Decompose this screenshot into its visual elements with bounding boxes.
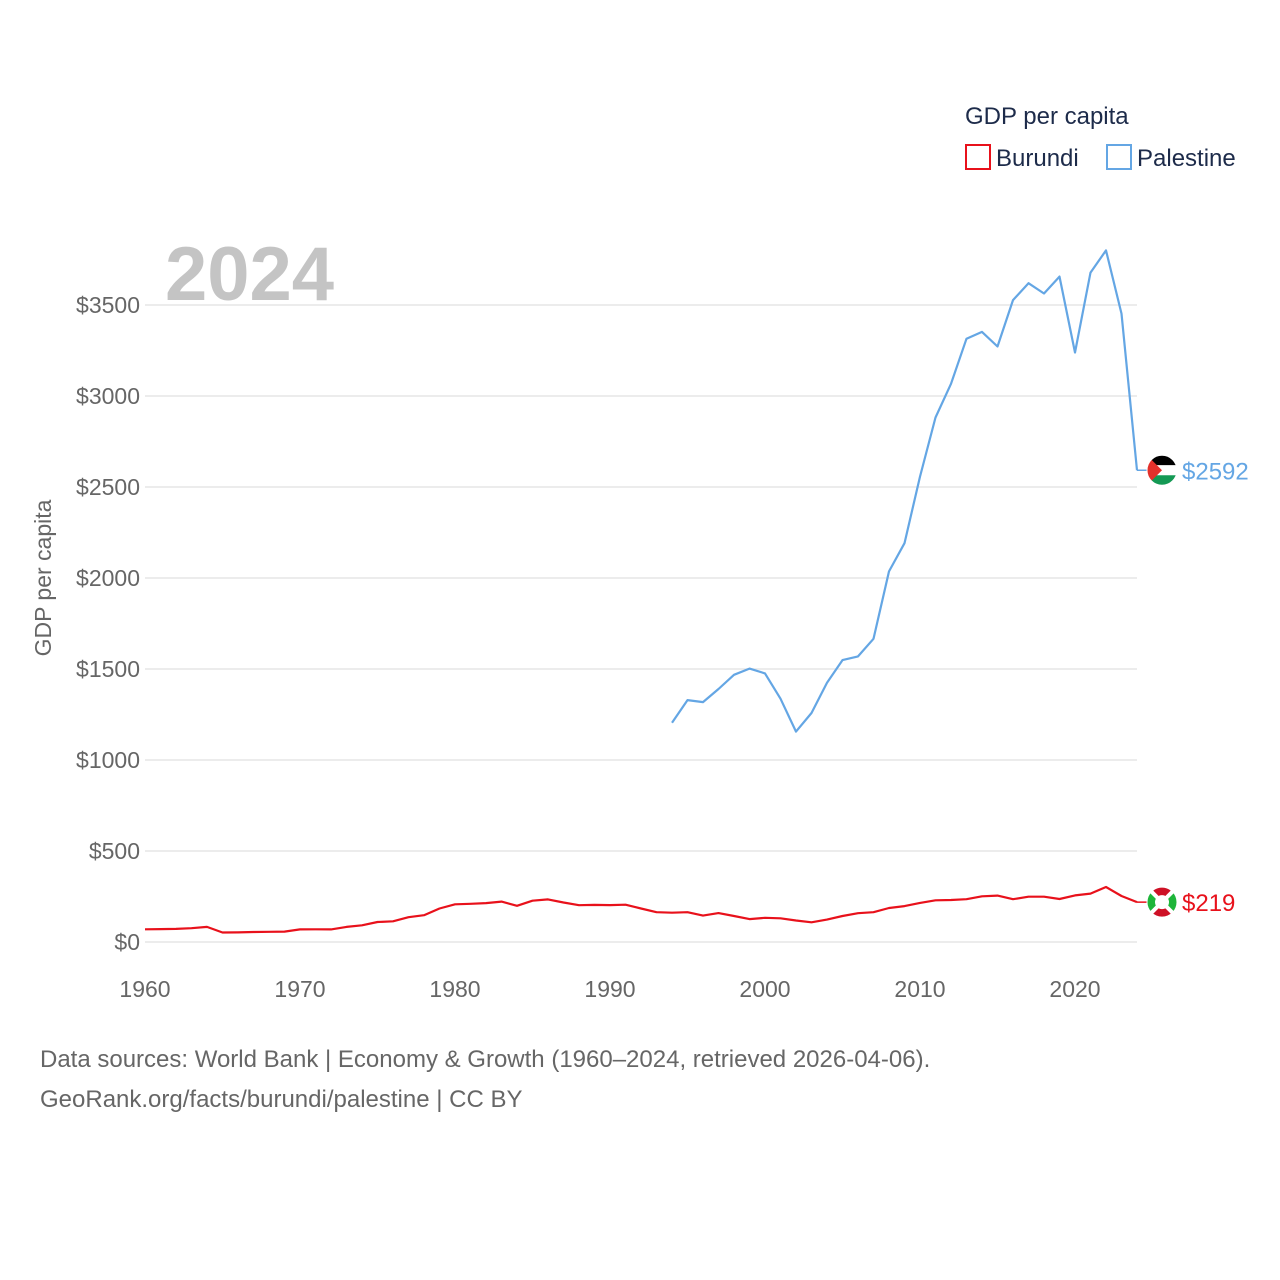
x-tick-label: 1960 [119, 976, 170, 1002]
x-tick-label: 2000 [739, 976, 790, 1002]
y-tick-label: $0 [114, 929, 140, 955]
end-value-label-burundi: $219 [1182, 890, 1235, 917]
legend-swatch-burundi [965, 144, 991, 170]
series-lines [144, 249, 1139, 934]
y-tick-label: $1500 [76, 656, 140, 682]
palestine-flag-icon [1146, 454, 1178, 486]
y-tick-label: $3000 [76, 383, 140, 409]
legend-title: GDP per capita [965, 103, 1129, 130]
end-labels: $219 $2592 [1137, 454, 1249, 918]
legend-label-palestine: Palestine [1137, 145, 1236, 172]
x-axis-ticks: 1960 1970 1980 1990 2000 2010 2020 [119, 976, 1100, 1002]
x-tick-label: 1980 [429, 976, 480, 1002]
y-tick-label: $2500 [76, 474, 140, 500]
legend: GDP per capita Burundi Palestine [965, 103, 1236, 172]
current-year-label: 2024 [165, 232, 334, 317]
footer-url: GeoRank.org/facts/burundi/palestine | CC… [40, 1086, 523, 1113]
series-line-palestine [671, 249, 1139, 733]
x-tick-label: 2010 [894, 976, 945, 1002]
y-axis-title: GDP per capita [30, 499, 56, 656]
footer-sources: Data sources: World Bank | Economy & Gro… [40, 1046, 931, 1073]
y-tick-label: $3500 [76, 292, 140, 318]
y-tick-label: $2000 [76, 565, 140, 591]
burundi-flag-icon [1146, 886, 1178, 918]
y-tick-label: $1000 [76, 747, 140, 773]
series-line-burundi [144, 885, 1138, 934]
legend-label-burundi: Burundi [996, 145, 1079, 172]
x-tick-label: 1990 [584, 976, 635, 1002]
x-tick-label: 1970 [274, 976, 325, 1002]
grid-lines [145, 304, 1137, 943]
y-tick-label: $500 [89, 838, 140, 864]
end-value-label-palestine: $2592 [1182, 458, 1249, 485]
legend-swatch-palestine [1106, 144, 1132, 170]
x-tick-label: 2020 [1049, 976, 1100, 1002]
y-axis-ticks: $0 $500 $1000 $1500 $2000 $2500 $3000 $3500 [76, 292, 140, 955]
